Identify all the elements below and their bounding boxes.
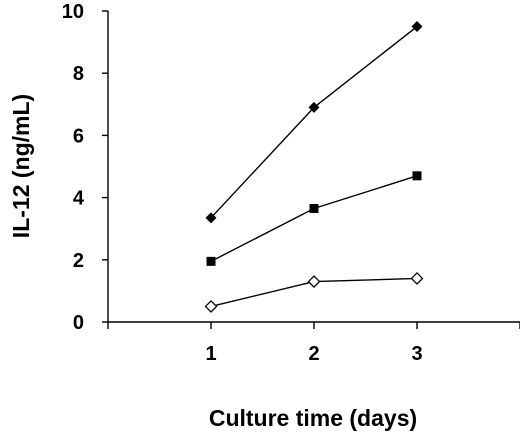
y-axis-title: IL-12 (ng/mL) bbox=[8, 94, 34, 238]
y-tick-label: 4 bbox=[73, 188, 85, 210]
y-tick-label: 8 bbox=[73, 63, 84, 85]
x-tick-label: 2 bbox=[308, 343, 319, 365]
series-2 bbox=[206, 171, 422, 266]
series-layer bbox=[204, 21, 424, 313]
series-3 bbox=[204, 272, 424, 313]
x-tick-label: 1 bbox=[205, 343, 216, 365]
data-point-open-diamond bbox=[307, 275, 321, 288]
x-tick-label: 3 bbox=[411, 343, 422, 365]
series-line bbox=[210, 25, 418, 219]
data-point-open-diamond bbox=[204, 300, 218, 313]
data-point-diamond bbox=[411, 21, 423, 33]
data-point-square bbox=[412, 171, 422, 181]
data-point-diamond bbox=[205, 212, 217, 224]
x-ticks: 1 2 3 bbox=[107, 322, 520, 365]
series-1 bbox=[205, 21, 423, 224]
y-tick-label: 10 bbox=[62, 1, 84, 23]
y-tick-label: 0 bbox=[73, 312, 84, 334]
y-tick-label: 2 bbox=[73, 250, 84, 272]
data-point-square bbox=[309, 203, 319, 213]
data-point-square bbox=[206, 256, 216, 266]
y-ticks: 0 2 4 6 8 10 bbox=[62, 1, 108, 334]
data-point-open-diamond bbox=[410, 272, 424, 285]
series-line bbox=[210, 175, 418, 262]
x-axis-title: Culture time (days) bbox=[209, 405, 417, 431]
y-tick-label: 6 bbox=[73, 125, 84, 147]
data-point-diamond bbox=[308, 101, 320, 113]
